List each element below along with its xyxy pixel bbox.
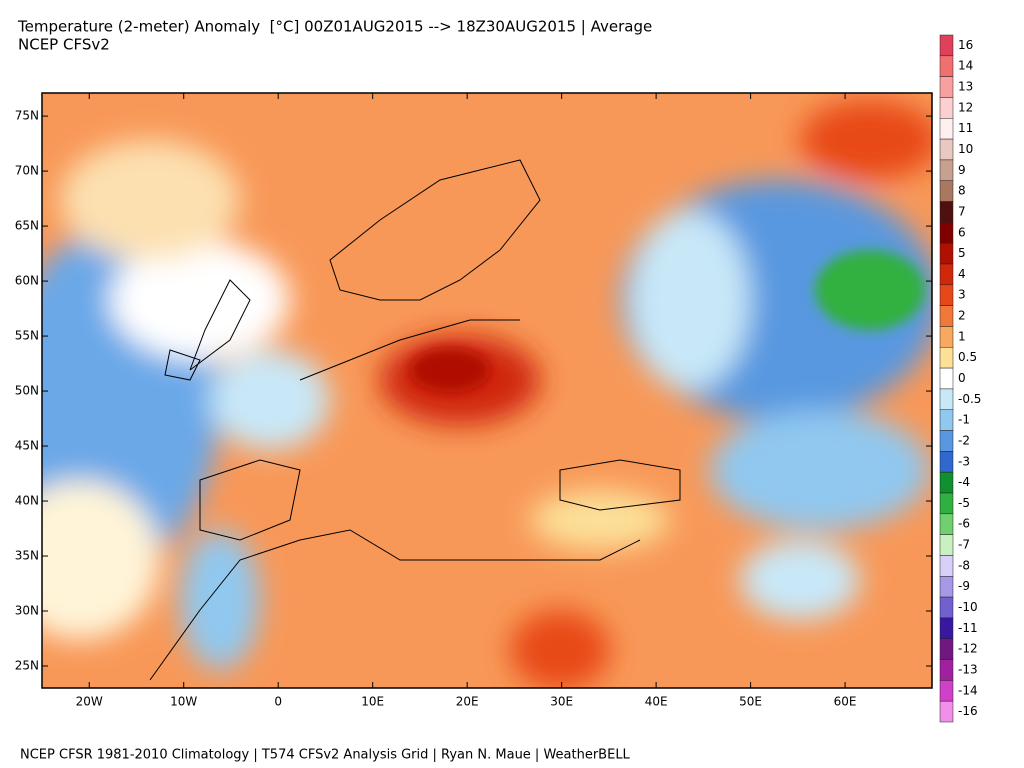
- colorbar-label: 6: [958, 225, 966, 239]
- colorbar-swatch: [939, 118, 954, 140]
- colorbar-label: -3: [958, 454, 970, 468]
- colorbar-swatch: [939, 180, 954, 202]
- colorbar-label: -13: [958, 662, 978, 676]
- lat-label: 65N: [15, 219, 39, 233]
- colorbar-swatch: [939, 201, 954, 223]
- colorbar-swatch: [939, 326, 954, 348]
- lat-label: 30N: [15, 604, 39, 618]
- colorbar-swatch: [939, 534, 954, 556]
- colorbar-swatch: [939, 617, 954, 639]
- colorbar-label: -0.5: [958, 392, 981, 406]
- colorbar-label: 3: [958, 288, 966, 302]
- colorbar-label: -11: [958, 621, 978, 635]
- anomaly-field: [42, 93, 932, 688]
- colorbar-label: 10: [958, 142, 973, 156]
- colorbar-swatch: [939, 159, 954, 181]
- lon-label: 10E: [361, 695, 384, 709]
- colorbar-label: -2: [958, 433, 970, 447]
- colorbar-label: 0: [958, 371, 966, 385]
- lon-label: 30E: [550, 695, 573, 709]
- lat-label: 55N: [15, 329, 39, 343]
- colorbar-label: -5: [958, 496, 970, 510]
- colorbar-label: 9: [958, 163, 966, 177]
- lat-label: 75N: [15, 109, 39, 123]
- colorbar-label: 7: [958, 204, 966, 218]
- colorbar-swatch: [939, 576, 954, 598]
- colorbar-swatch: [939, 284, 954, 306]
- colorbar-swatch: [939, 347, 954, 369]
- colorbar-label: 13: [958, 80, 973, 94]
- colorbar-label: 11: [958, 121, 973, 135]
- colorbar-swatch: [939, 222, 954, 244]
- colorbar-swatch: [939, 97, 954, 119]
- colorbar-label: 0.5: [958, 350, 977, 364]
- lat-label: 35N: [15, 549, 39, 563]
- colorbar-label: -12: [958, 642, 978, 656]
- lat-label: 40N: [15, 494, 39, 508]
- lat-label: 45N: [15, 439, 39, 453]
- colorbar-label: 8: [958, 184, 966, 198]
- colorbar-swatch: [939, 388, 954, 410]
- colorbar-swatch: [939, 513, 954, 535]
- colorbar-label: -6: [958, 517, 970, 531]
- colorbar-label: 2: [958, 309, 966, 323]
- colorbar-swatch: [939, 409, 954, 431]
- colorbar-label: 16: [958, 38, 973, 52]
- colorbar-label: 12: [958, 100, 973, 114]
- colorbar-swatch: [939, 638, 954, 660]
- colorbar-swatch: [939, 305, 954, 327]
- colorbar-swatch: [939, 34, 954, 57]
- lon-label: 40E: [645, 695, 668, 709]
- colorbar-swatch: [939, 555, 954, 577]
- lat-label: 60N: [15, 274, 39, 288]
- colorbar-label: -4: [958, 475, 970, 489]
- colorbar-swatch: [939, 242, 954, 265]
- colorbar-swatch: [939, 471, 954, 494]
- colorbar-swatch: [939, 700, 954, 723]
- colorbar-label: 5: [958, 246, 966, 260]
- lon-label: 20W: [76, 695, 103, 709]
- lon-label: 20E: [456, 695, 479, 709]
- colorbar-swatch: [939, 451, 954, 473]
- colorbar-label: -14: [958, 683, 978, 697]
- footer: NCEP CFSR 1981-2010 Climatology | T574 C…: [20, 748, 631, 763]
- colorbar-swatch: [939, 659, 954, 681]
- colorbar-label: -10: [958, 600, 978, 614]
- colorbar-swatch: [939, 138, 954, 161]
- colorbar-swatch: [939, 76, 954, 98]
- lon-label: 0: [274, 695, 282, 709]
- title: Temperature (2-meter) Anomaly [°C] 00Z01…: [17, 18, 652, 36]
- colorbar-label: 14: [958, 59, 973, 73]
- colorbar-label: 1: [958, 329, 966, 343]
- colorbar-label: -9: [958, 579, 970, 593]
- colorbar-label: -7: [958, 538, 970, 552]
- colorbar-swatch: [939, 430, 954, 452]
- colorbar-swatch: [939, 596, 954, 619]
- map-frame: [41, 92, 933, 689]
- colorbar-label: -1: [958, 413, 970, 427]
- subtitle: NCEP CFSv2: [18, 36, 110, 54]
- colorbar-swatch: [939, 680, 954, 702]
- colorbar-swatch: [939, 55, 954, 77]
- lon-label: 50E: [739, 695, 762, 709]
- colorbar-label: 4: [958, 267, 966, 281]
- colorbar-swatch: [939, 492, 954, 515]
- colorbar-swatch: [939, 263, 954, 286]
- coastlines: [149, 159, 681, 681]
- colorbar-swatch: [939, 367, 954, 390]
- colorbar-label: -16: [958, 704, 978, 718]
- lon-label: 10W: [170, 695, 197, 709]
- lat-label: 50N: [15, 384, 39, 398]
- colorbar-label: -8: [958, 558, 970, 572]
- lon-label: 60E: [834, 695, 857, 709]
- lat-label: 70N: [15, 164, 39, 178]
- lat-label: 25N: [15, 659, 39, 673]
